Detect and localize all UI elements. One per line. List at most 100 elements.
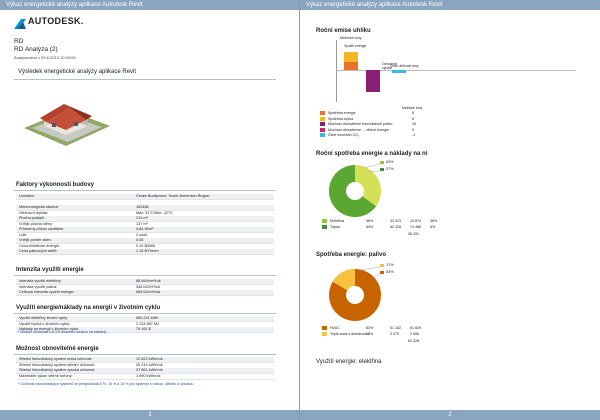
intensity-table-row: Celková intenzita využití energie: 665 MJ… bbox=[16, 290, 274, 296]
row-key: Využití elektřiny životní cykly: bbox=[19, 316, 69, 320]
legend-label: Možnost obnovitelné fotovoltaické palivo bbox=[328, 122, 393, 126]
renewable-table-row: Střešní fotovoltaický systém vysoká účin… bbox=[16, 368, 274, 374]
renewable-table-row: Střešní fotovoltaický systém nízká účinn… bbox=[16, 357, 274, 363]
pie-row-pct: 46% bbox=[366, 219, 374, 223]
pie-row-a: 33 923 bbox=[390, 219, 401, 223]
autodesk-logo bbox=[14, 16, 26, 34]
pie-row-label: Elektřina bbox=[330, 219, 344, 223]
row-value: 4.84 W/m² bbox=[136, 227, 154, 231]
renewable-note: * Účinnost fotovoltaických systémů se př… bbox=[18, 382, 194, 386]
lifecycle-table-row: Využití elektřiny životní cykly: 565 241 … bbox=[16, 316, 274, 322]
pie-row-pct: 83% bbox=[366, 326, 374, 330]
emissions-baseline bbox=[336, 70, 576, 71]
pie-row-b: 10 874 bbox=[410, 219, 421, 223]
row-key: Střešní fotovoltaický systém střední úči… bbox=[19, 362, 95, 367]
pie-row-swatch bbox=[322, 326, 327, 330]
factors-table-row: Plocha podlaží: 214 m² bbox=[16, 216, 274, 222]
row-value: České Budějovice, South Bohemian Region bbox=[136, 194, 210, 198]
lifecycle-title: Využití energie/náklady na energii v živ… bbox=[16, 305, 161, 311]
row-value: 214 m² bbox=[136, 216, 148, 220]
legend-label: Čisté množství CO₂ bbox=[328, 133, 360, 137]
row-key: Maximální výkon větrné turbíny: bbox=[19, 373, 73, 378]
emissions-y-axis bbox=[336, 40, 337, 102]
row-key: Umístění: bbox=[19, 194, 36, 198]
annual-total: 36 331 bbox=[408, 232, 419, 236]
factors-table-row: Umístění: České Budějovice, South Bohemia… bbox=[16, 194, 274, 200]
legend-value: 8 bbox=[412, 116, 414, 121]
analysis-date: Analyzováno v 20.6.2013 10:03:09 bbox=[14, 55, 76, 60]
row-key: Lidé: bbox=[19, 232, 28, 237]
autodesk-logo-icon bbox=[14, 19, 26, 29]
row-key: Celková intenzita využití energie: bbox=[19, 290, 75, 294]
report-page-1: Výkaz energetické analýzy aplikace Autod… bbox=[0, 0, 300, 420]
legend-swatch bbox=[320, 127, 325, 132]
row-value: 1 690 kWh/rok bbox=[136, 373, 161, 378]
row-value: 565 241 kWh bbox=[136, 316, 159, 320]
legend-label: Spotřeba topiva bbox=[328, 116, 354, 121]
pie-row-swatch bbox=[322, 225, 327, 229]
pie-row-pct: 17% bbox=[366, 332, 374, 336]
legend-value: 8 bbox=[412, 111, 414, 115]
legend-value: 16 bbox=[412, 122, 416, 126]
pie-row-label: Topivo bbox=[330, 225, 341, 229]
emissions-bar-electric bbox=[344, 62, 358, 70]
row-value: 37 861 kWh/rok bbox=[136, 368, 163, 372]
emissions-label-use: Využití energie bbox=[344, 44, 367, 48]
pie-row-label: HVAC bbox=[330, 326, 340, 330]
row-key: Vnější poměr oken: bbox=[19, 238, 52, 242]
row-key: Meteorologická stanice: bbox=[19, 205, 59, 209]
row-key: Intenzita využití elektřiny: bbox=[19, 279, 62, 283]
fuel-pie-label-2: 83% bbox=[386, 270, 394, 274]
pie-row-b: 74 486 bbox=[410, 225, 421, 229]
building-render-image bbox=[22, 90, 112, 150]
emissions-bar-net bbox=[392, 70, 406, 73]
row-key: Využití topiva v životním cyklu: bbox=[19, 321, 71, 326]
fuel-pie-chart bbox=[329, 264, 384, 321]
report-header-bar-2: Výkaz energetické analýzy aplikace Autod… bbox=[300, 0, 600, 10]
row-value: 0.06 bbox=[136, 238, 144, 242]
fuel-pie-label-1: 17% bbox=[386, 263, 394, 267]
pie-row-c: 46% bbox=[430, 219, 438, 223]
page-number-1: 1 bbox=[0, 410, 300, 420]
row-key: Střešní fotovoltaický systém nízká účinn… bbox=[19, 357, 93, 361]
emissions-title: Roční emise uhlíku bbox=[316, 28, 371, 34]
emissions-label-offset: Ochranné výrobě bbox=[382, 62, 397, 70]
pie-row-a: 3 070 bbox=[390, 332, 399, 336]
legend-swatch bbox=[320, 122, 325, 126]
legend-swatch bbox=[320, 133, 325, 137]
renewable-title: Možnost obnovitelné energie bbox=[16, 346, 99, 352]
factors-table-row: Meteorologická stanice: 162486 bbox=[16, 205, 274, 211]
pie-row-label: Teplá voda v domácnosti bbox=[330, 332, 370, 336]
pie-row-b: 61 829 bbox=[410, 326, 421, 330]
autodesk-logo-text: AUTODESK. bbox=[28, 16, 84, 26]
emissions-label-net: Čisté uhlíkové tuny bbox=[390, 64, 419, 68]
row-value: 25 244 kWh/rok bbox=[136, 362, 163, 367]
fuel-total: 62 328 bbox=[408, 339, 419, 343]
factors-table-row: Cena palivových tarifů: 1.16 $/Therm bbox=[16, 249, 274, 255]
row-key: Průměrný příkon osvětlení: bbox=[19, 227, 65, 231]
lifecycle-note: * Období životnosti s 6,1% diskontní saz… bbox=[18, 330, 107, 334]
row-key: Cena elektrické energie: bbox=[19, 243, 60, 248]
row-key: Cena palivových tarifů: bbox=[19, 249, 58, 253]
fuel-title: Spotřeba energie: palivo bbox=[316, 252, 387, 258]
factors-title: Faktory výkonnosti budovy bbox=[16, 182, 95, 188]
row-key: Vnější plocha stěny: bbox=[19, 221, 53, 226]
row-value: 1.16 $/Therm bbox=[136, 249, 159, 253]
row-value: 88 kWh/m²/rok bbox=[136, 279, 161, 283]
annual-title: Roční spotřeba energie a náklady na ni bbox=[316, 151, 428, 157]
report-page-2: Výkaz energetické analýzy aplikace Autod… bbox=[300, 0, 600, 420]
report-header-bar: Výkaz energetické analýzy aplikace Autod… bbox=[0, 0, 300, 10]
renewable-table-row: Maximální výkon větrné turbíny: 1 690 kWh… bbox=[16, 374, 274, 380]
pie-row-c: 5% bbox=[430, 225, 436, 229]
legend-swatch bbox=[320, 116, 325, 121]
row-key: Plocha podlaží: bbox=[19, 216, 45, 220]
page-number-2: 2 bbox=[300, 410, 600, 420]
factors-table-row: Vnější poměr oken: 0.06 bbox=[16, 238, 274, 244]
row-key: Venkovní teplota: bbox=[19, 210, 49, 215]
row-value: 665 MJ/m²/rok bbox=[136, 290, 161, 294]
row-value: 348 MJ/m²/rok bbox=[136, 284, 161, 289]
pie-row-a: 51 182 bbox=[390, 326, 401, 330]
row-value: 79 161 $ bbox=[136, 327, 151, 331]
row-key: Intenzita využití paliva: bbox=[19, 284, 58, 289]
pie-row-pct: 54% bbox=[366, 225, 374, 229]
